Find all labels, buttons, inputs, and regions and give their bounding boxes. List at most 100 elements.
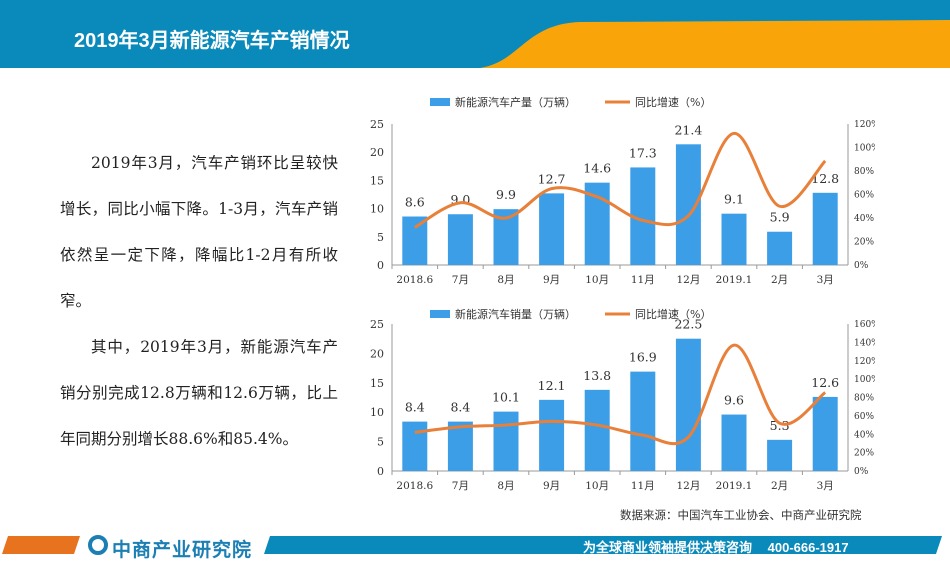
bar-data-label: 10.1 [492,390,520,405]
y-tick-label: 10 [370,203,384,216]
x-tick-label: 2019.1 [716,480,753,492]
y2-tick-label: 80% [854,167,874,177]
paragraph-2: 其中，2019年3月，新能源汽车产销分别完成12.8万辆和12.6万辆，比上年同… [60,338,338,448]
x-tick-label: 9月 [543,480,560,492]
y2-tick-label: 60% [854,412,874,422]
y-tick-label: 10 [370,406,384,419]
x-tick-label: 12月 [676,480,700,492]
x-tick-label: 10月 [585,274,609,286]
slogan-text: 为全球商业领袖提供决策咨询 [583,540,753,555]
legend-line-label: 同比增速（%） [635,95,711,109]
header-decoration [480,20,950,68]
bar-data-label: 8.6 [405,194,425,209]
x-tick-label: 12月 [676,274,700,286]
y-tick-label: 15 [370,174,384,187]
logo-icon [88,535,108,555]
bar [812,192,838,265]
y2-tick-label: 140% [854,338,875,348]
y-tick-label: 0 [377,259,384,272]
bar-data-label: 22.5 [674,317,702,332]
bar-data-label: 9.9 [496,187,516,202]
x-tick-label: 2018.6 [396,274,433,286]
x-tick-label: 11月 [631,480,655,492]
y-tick-label: 25 [370,118,384,131]
bar [539,193,565,265]
legend-bar-label: 新能源汽车销量（万辆） [455,307,576,321]
y-tick-label: 15 [370,377,384,390]
y-tick-label: 5 [377,231,384,244]
bar [402,216,428,265]
bar [675,338,701,471]
x-tick-label: 8月 [497,274,514,286]
bar-data-label: 12.8 [811,171,839,186]
bar-data-label: 14.6 [583,161,611,176]
footer-bar [2,535,942,555]
y2-tick-label: 100% [854,375,875,385]
bar-data-label: 17.3 [629,145,657,160]
bar-data-label: 21.4 [674,122,702,137]
y2-tick-label: 0% [854,261,869,271]
bar-data-label: 12.1 [538,378,566,393]
x-tick-label: 2019.1 [716,274,753,286]
y-tick-label: 20 [370,146,384,159]
x-tick-label: 3月 [817,480,834,492]
sales-chart: 新能源汽车销量（万辆） 同比增速（%） 0 5 10 15 20 25 0% 20% 40% 60% 8… [370,307,875,492]
y2-tick-label: 80% [854,394,874,404]
bar-data-label: 5.9 [770,210,790,225]
paragraph-1: 2019年3月，汽车产销环比呈较快增长，同比小幅下降。1-3月，汽车产销依然呈一… [60,154,338,310]
bar [493,411,519,471]
bar [721,213,747,265]
y2-tick-label: 40% [854,214,874,224]
y2-tick-label: 160% [854,320,875,330]
y2-tick-label: 120% [854,120,875,130]
bar [721,414,747,471]
y2-tick-label: 40% [854,430,874,440]
bar [447,214,473,265]
bar-data-label: 13.8 [583,368,611,383]
growth-line [414,131,827,229]
y2-tick-label: 20% [854,449,874,459]
legend-bar-label: 新能源汽车产量（万辆） [455,95,576,109]
bar-data-label: 8.4 [405,400,425,415]
bar-data-label: 9.6 [724,393,744,408]
x-tick-label: 7月 [452,274,469,286]
x-tick-label: 11月 [631,274,655,286]
bar [584,389,610,471]
bar [630,371,656,471]
y2-tick-label: 100% [854,144,875,154]
production-chart: 新能源汽车产量（万辆） 同比增速（%） 0 5 10 15 20 25 0% 20% 40% 60% 8… [370,95,875,286]
bar-data-label: 12.7 [538,171,566,186]
bar [402,421,428,471]
bar [812,396,838,471]
y-tick-label: 5 [377,436,384,449]
x-tick-label: 9月 [543,274,560,286]
bar-data-label: 5.3 [770,418,790,433]
y2-tick-label: 120% [854,357,875,367]
phone-number: 400-666-1917 [767,540,849,555]
x-tick-label: 2018.6 [396,480,433,492]
x-tick-label: 10月 [585,480,609,492]
bar [767,231,793,265]
bar-data-label: 12.6 [811,375,839,390]
y-tick-label: 0 [377,465,384,478]
y-tick-label: 25 [370,318,384,331]
bar [767,439,793,471]
x-tick-label: 2月 [771,480,788,492]
data-source: 数据来源：中国汽车工业协会、中商产业研究院 [620,508,862,522]
page-title: 2019年3月新能源汽车产销情况 [74,30,350,52]
bar [539,399,565,471]
growth-line [414,343,827,446]
x-tick-label: 7月 [452,480,469,492]
legend-bar-swatch [430,310,450,318]
x-tick-label: 2月 [771,274,788,286]
x-tick-label: 8月 [497,480,514,492]
footer-logo: 中商产业研究院 [112,540,253,561]
x-tick-label: 3月 [817,274,834,286]
y-tick-label: 20 [370,347,384,360]
body-text: 2019年3月，汽车产销环比呈较快增长，同比小幅下降。1-3月，汽车产销依然呈一… [60,140,338,462]
header-bar [0,0,950,68]
bar-data-label: 16.9 [629,350,657,365]
legend-line-label: 同比增速（%） [635,307,711,321]
y2-tick-label: 0% [854,467,869,477]
bar-data-label: 9.1 [724,192,744,207]
